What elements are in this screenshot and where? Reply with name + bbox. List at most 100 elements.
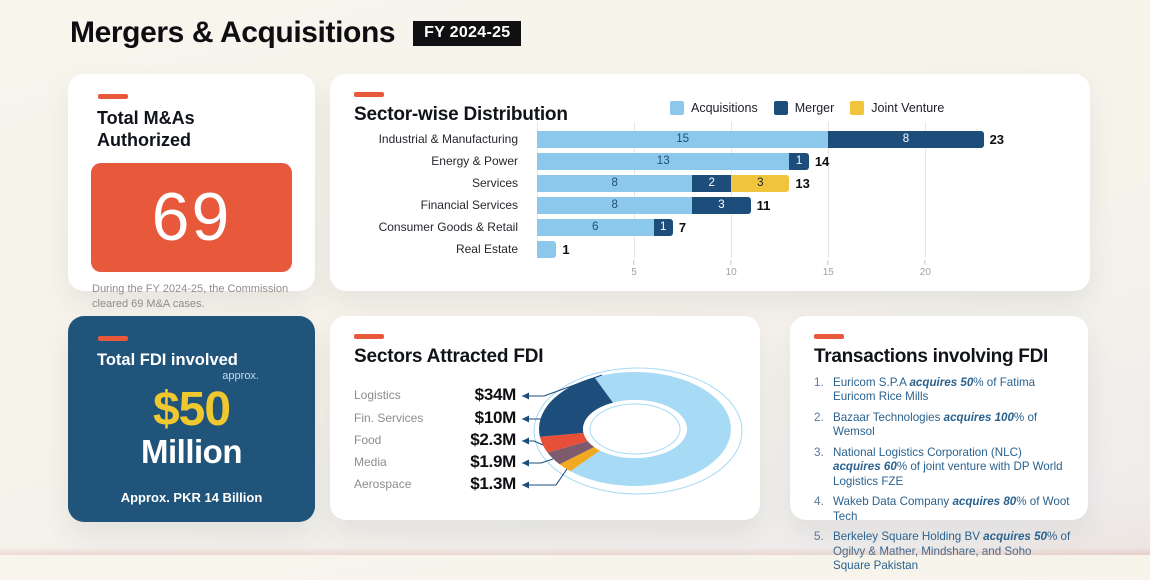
donut-sector-label: Logistics — [354, 388, 401, 402]
bar-segment-value: 1 — [660, 221, 667, 233]
legend-label: Merger — [794, 101, 835, 115]
sector-chart-title: Sector-wise Distribution — [354, 104, 568, 125]
accent-dash — [98, 336, 128, 341]
donut-sector-label: Fin. Services — [354, 411, 424, 425]
tick-label: 20 — [919, 267, 931, 278]
transaction-item: 4. Wakeb Data Company acquires 80% of Woo… — [814, 495, 1072, 524]
bar-row: Financial Services 8 3 11 — [354, 194, 1003, 216]
total-mas-value-box: 69 — [91, 162, 292, 272]
transaction-item: 3. National Logistics Corporation (NLC) a… — [814, 446, 1072, 489]
legend-label: Joint Venture — [871, 101, 945, 115]
bar-segment-value: 6 — [592, 221, 599, 233]
transaction-text-segment: Bazaar Technologies — [833, 410, 944, 424]
transaction-text-segment: % of Wemsol — [833, 410, 1038, 439]
bar-segment: 3 — [692, 196, 751, 214]
leader-line — [522, 468, 568, 486]
bar-category-label: Financial Services — [420, 198, 518, 212]
donut-slice — [559, 447, 600, 472]
gridline — [925, 122, 927, 258]
donut-sector-label: Aerospace — [354, 477, 412, 491]
bar-total-value: 14 — [814, 153, 830, 169]
accent-dash — [98, 94, 128, 99]
fdi-sectors-card: Sectors Attracted FDI Logistics $34M Fin. … — [330, 316, 760, 520]
legend-swatch — [670, 101, 684, 115]
donut-sector-value: $34M — [474, 385, 517, 404]
x-axis-tick: 5 — [631, 260, 637, 278]
donut-outer-outline — [533, 367, 743, 495]
transaction-item: 1. Euricom S.P.A acquires 50% of Fatima E… — [814, 376, 1072, 405]
donut-inner-outline — [589, 403, 681, 455]
transaction-text-segment: National Logistics Corporation (NLC) — [833, 445, 1022, 459]
bar-segment: 8 — [828, 130, 984, 148]
total-mas-card: Total M&As Authorized 69 During the FY 2… — [68, 74, 315, 310]
fiscal-year-badge: FY 2024-25 — [413, 20, 522, 46]
legend-item: Merger — [773, 101, 835, 115]
transaction-text-segment: Berkeley Square Holding BV — [833, 530, 984, 544]
transactions-card: Transactions involving FDI 1. Euricom S.P… — [790, 316, 1088, 572]
bar-track: 15 8 23 — [537, 130, 1004, 148]
bar-chart: Industrial & Manufacturing 15 8 23 Energy & … — [354, 122, 1004, 280]
transaction-item: 5. Berkeley Square Holding BV acquires 50… — [814, 530, 1072, 573]
transactions-list: 1. Euricom S.P.A acquires 50% of Fatima E… — [814, 376, 1072, 580]
donut-sector-value: $10M — [474, 408, 517, 427]
bar-track: 8 3 11 — [537, 196, 1003, 214]
transaction-text: Wakeb Data Company acquires 80% of Woot … — [833, 495, 1072, 524]
bar-category-label: Consumer Goods & Retail — [378, 220, 518, 234]
transaction-text-segment: Wakeb Data Company — [833, 495, 953, 509]
bar-segment-value: 8 — [902, 133, 910, 145]
fdi-heading: Total FDI involved — [97, 351, 238, 369]
transaction-text: Bazaar Technologies acquires 100% of Wem… — [833, 411, 1072, 440]
bar-row: Industrial & Manufacturing 15 8 23 — [354, 128, 1004, 150]
bar-track: 13 1 14 — [537, 152, 1003, 170]
bar-segment: 6 — [537, 218, 654, 236]
page-title: Mergers & Acquisitions — [70, 16, 396, 49]
transaction-text-segment: acquires 50 — [983, 530, 1047, 544]
transaction-text-segment: acquires 50 — [909, 376, 974, 389]
tick-mark — [827, 260, 829, 265]
bar-segment: 8 — [537, 174, 693, 192]
total-mas-value: 69 — [151, 179, 232, 256]
chart-legend: Acquisitions Merger Joint Venture — [670, 101, 944, 115]
transaction-text-segment: % of joint venture with DP World Logisti… — [833, 460, 1063, 488]
bar-segment-value: 2 — [708, 177, 715, 189]
bar-segment: 2 — [692, 174, 732, 192]
bar-segment-value: 8 — [611, 199, 618, 211]
x-axis-tick: 20 — [920, 260, 931, 278]
x-axis-tick: 15 — [823, 260, 834, 278]
fdi-footnote: Approx. PKR 14 Billion — [120, 490, 263, 505]
bar-row: Consumer Goods & Retail 6 1 7 — [354, 216, 1003, 238]
bar-segment — [537, 240, 557, 258]
bar-segment: 8 — [537, 196, 693, 214]
x-axis-ticks: 5 10 15 20 — [537, 260, 1003, 280]
transaction-number: 3. — [814, 445, 824, 459]
bar-total-value: 11 — [756, 197, 771, 213]
legend-swatch — [773, 101, 788, 115]
bar-row: Energy & Power 13 1 14 — [354, 150, 1003, 172]
fdi-sectors-title: Sectors Attracted FDI — [354, 346, 544, 367]
accent-dash — [814, 334, 844, 339]
sector-distribution-card: Sector-wise Distribution Acquisitions Mer… — [330, 74, 1090, 291]
page-header: Mergers & Acquisitions FY 2024-25 — [70, 16, 522, 50]
transaction-text-segment: acquires 80 — [952, 495, 1017, 509]
donut-sector-label: Food — [354, 433, 382, 447]
bar-segment-value: 1 — [795, 155, 803, 167]
bar-total-value: 1 — [562, 241, 570, 257]
x-axis-tick: 10 — [726, 260, 737, 278]
donut-sector-value: $1.3M — [470, 474, 516, 493]
bar-segment-value: 15 — [676, 133, 690, 145]
bar-category-label: Industrial & Manufacturing — [378, 132, 518, 146]
leader-arrow-icon — [522, 392, 529, 400]
bar-segment-value: 13 — [656, 155, 670, 167]
transaction-text-segment: acquires 60 — [833, 460, 897, 474]
transaction-text-segment: % of Woot Tech — [833, 495, 1070, 523]
bar-track: 1 — [537, 240, 1003, 258]
tick-mark — [924, 260, 926, 265]
bar-total-value: 13 — [795, 175, 810, 191]
fdi-amount: $50 — [152, 383, 231, 436]
accent-dash — [354, 92, 384, 97]
bar-segment: 13 — [537, 152, 790, 170]
legend-swatch — [850, 101, 865, 115]
bar-segment: 3 — [731, 174, 790, 192]
transaction-number: 2. — [814, 410, 824, 424]
transaction-text-segment: % of Fatima Euricom Rice Mills — [833, 376, 1036, 404]
